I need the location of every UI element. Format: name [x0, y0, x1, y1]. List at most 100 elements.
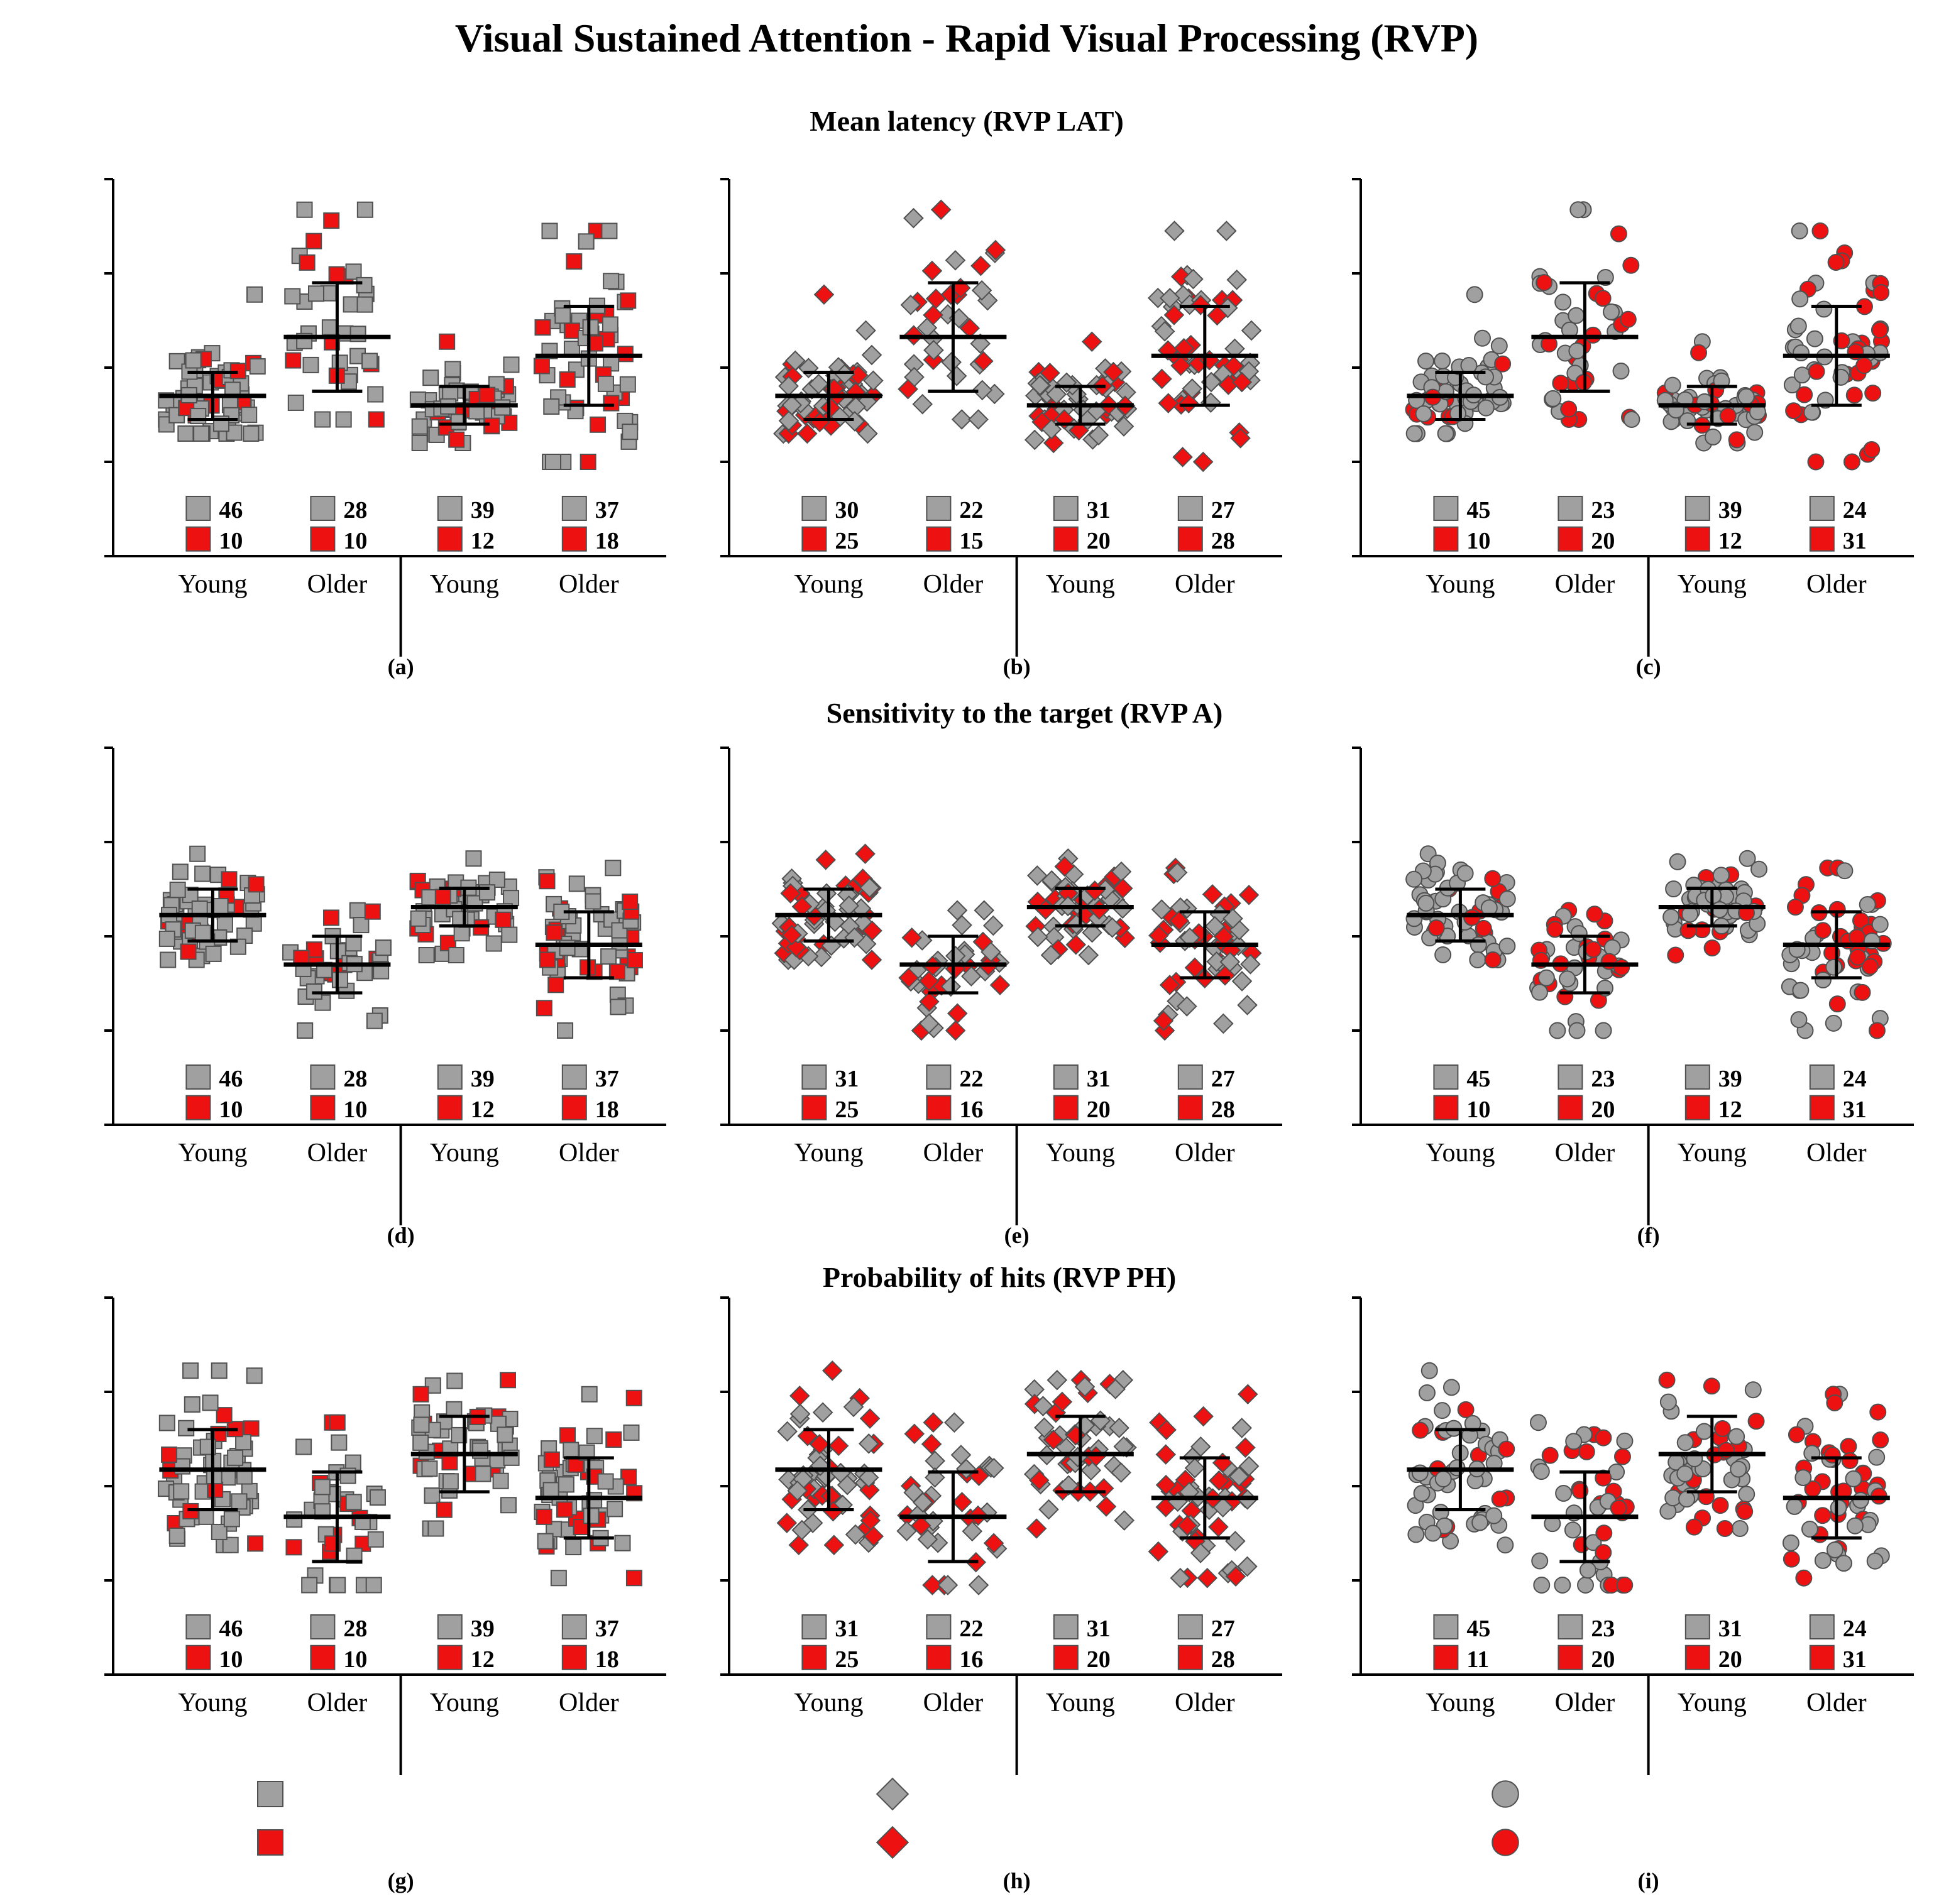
data-point-gray [369, 1489, 386, 1506]
data-point-red [1208, 1516, 1229, 1538]
data-point-gray [859, 877, 880, 899]
group-label-young: Young [178, 570, 247, 599]
data-point-gray [329, 1577, 346, 1594]
data-point-gray [1498, 890, 1516, 908]
data-point-red [1112, 878, 1133, 899]
n-gray-swatch [1433, 1064, 1459, 1090]
data-point-red [985, 239, 1006, 261]
data-point-gray [1469, 951, 1486, 968]
data-point-red [1616, 1577, 1634, 1594]
data-point-red [1855, 357, 1873, 375]
data-point-gray [982, 915, 1004, 936]
data-point-gray [1471, 1514, 1489, 1531]
data-point-gray [1027, 926, 1048, 948]
n-gray-count: 24 [1843, 1066, 1867, 1092]
data-point-gray [1826, 1541, 1843, 1558]
data-point-gray [442, 1473, 459, 1490]
data-point-gray [231, 1493, 248, 1510]
n-red-count: 20 [1087, 528, 1111, 554]
n-gray-count: 45 [1466, 497, 1490, 523]
data-point-red [919, 991, 940, 1012]
n-red-swatch [926, 526, 952, 552]
panel-g: Young 46 10 Older 28 10 Young 39 12 Older 37 18 (g) [104, 1296, 666, 1893]
data-point-gray [1407, 1526, 1425, 1543]
n-red-swatch [185, 1644, 211, 1670]
data-point-red [546, 924, 563, 941]
group-label-older: Older [1555, 570, 1615, 599]
n-gray-swatch [1684, 1064, 1710, 1090]
n-red-count: 20 [1591, 528, 1615, 554]
data-point-red [1861, 958, 1879, 975]
n-red-count: 20 [1087, 1097, 1111, 1123]
n-red-count: 18 [595, 1646, 619, 1673]
data-point-gray [1533, 1577, 1551, 1594]
data-point-gray [1417, 353, 1434, 370]
data-point-red [1667, 946, 1684, 964]
data-point-red [1494, 355, 1512, 373]
data-point-gray [349, 902, 366, 919]
data-point-red [781, 924, 802, 946]
data-point-red [921, 260, 943, 282]
n-red-count: 20 [1718, 1646, 1742, 1673]
data-point-red [441, 1454, 458, 1471]
data-point-red [1814, 1507, 1832, 1524]
data-point-gray [789, 1403, 811, 1425]
data-point-red [789, 1386, 810, 1406]
n-gray-swatch [1433, 1614, 1459, 1639]
data-point-gray [1437, 425, 1454, 442]
data-point-gray [1669, 853, 1686, 870]
n-red-count: 10 [343, 1097, 367, 1123]
data-point-gray [1530, 1414, 1547, 1431]
data-point-red [1552, 375, 1569, 392]
data-point-gray [1078, 944, 1099, 966]
data-point-gray [1794, 1469, 1812, 1487]
n-red-swatch [561, 1644, 587, 1670]
data-point-gray [410, 910, 427, 927]
data-point-red [925, 288, 947, 309]
n-red-swatch [1433, 1095, 1459, 1120]
data-point-gray [1852, 1492, 1869, 1509]
data-point-gray [601, 222, 618, 239]
data-point-red [780, 883, 801, 904]
n-red-count: 18 [595, 1097, 619, 1123]
data-point-gray [1164, 221, 1185, 241]
data-point-gray [411, 435, 428, 451]
panel-label: (g) [388, 1868, 414, 1893]
data-point-red [1028, 1470, 1050, 1491]
n-gray-swatch [801, 1064, 827, 1090]
n-gray-swatch [1053, 1614, 1079, 1639]
data-point-red [1658, 1371, 1676, 1389]
data-point-gray [465, 850, 482, 867]
n-red-swatch [1558, 1644, 1583, 1670]
n-gray-count: 28 [343, 497, 367, 523]
data-point-gray [158, 930, 175, 947]
data-point-red [434, 889, 451, 905]
data-point-gray [903, 207, 924, 229]
data-point-red [1081, 331, 1102, 353]
group-label-older: Older [307, 1688, 368, 1717]
data-point-red [1716, 1520, 1733, 1537]
data-point-red [329, 1414, 346, 1431]
group-label-young: Young [1678, 1688, 1747, 1717]
data-point-red [1614, 1448, 1631, 1465]
data-point-gray [1179, 927, 1201, 948]
n-gray-swatch [561, 1064, 587, 1090]
data-point-gray [1466, 286, 1483, 304]
data-point-red [1595, 1544, 1612, 1562]
n-gray-count: 46 [219, 1066, 243, 1092]
data-point-gray [356, 296, 373, 313]
data-point-red [855, 843, 876, 865]
n-red-swatch [801, 1095, 827, 1120]
data-point-gray [1080, 1460, 1102, 1481]
data-point-gray [249, 358, 266, 375]
n-gray-swatch [1433, 496, 1459, 521]
data-point-gray [492, 1472, 509, 1489]
data-point-gray [585, 893, 602, 910]
panel-h: Young 31 25 Older 22 16 Young 31 20 Older 27 28 (h) [720, 1296, 1282, 1893]
data-point-red [448, 431, 465, 448]
data-point-gray [537, 1533, 554, 1550]
data-point-red [1235, 1437, 1256, 1458]
data-point-gray [331, 1434, 348, 1451]
data-point-red [859, 1408, 881, 1429]
n-gray-count: 23 [1591, 1066, 1615, 1092]
